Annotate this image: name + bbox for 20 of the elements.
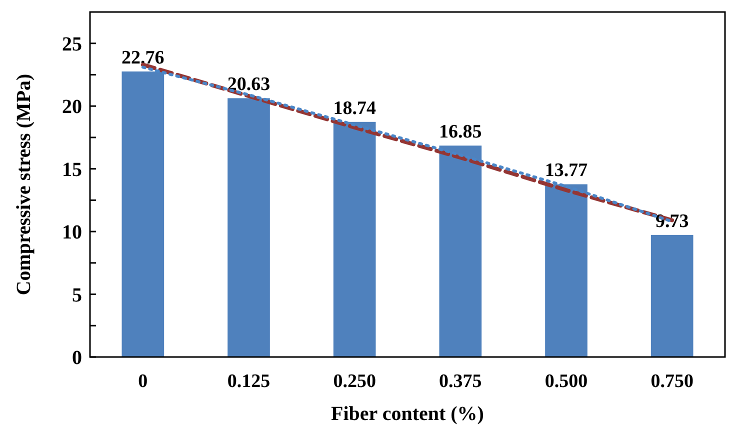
x-tick-label: 0.750 xyxy=(650,371,694,392)
x-tick-label: 0.500 xyxy=(544,371,588,392)
y-tick-label: 20 xyxy=(62,96,82,118)
x-tick-label: 0.375 xyxy=(439,371,482,392)
data-label: 22.76 xyxy=(122,47,164,68)
y-tick-label: 10 xyxy=(62,222,82,244)
y-axis-title: Compressive stress (MPa) xyxy=(13,74,35,296)
x-tick-label: 0 xyxy=(138,371,148,392)
x-axis-title: Fiber content (%) xyxy=(331,403,484,425)
x-tick-label: 0.250 xyxy=(333,371,376,392)
y-tick-label: 25 xyxy=(62,33,82,56)
data-label: 16.85 xyxy=(439,122,482,143)
bar xyxy=(650,234,694,357)
y-tick-label: 15 xyxy=(62,158,82,181)
data-label: 18.74 xyxy=(333,98,376,119)
data-label: 20.63 xyxy=(227,74,270,96)
x-tick-label: 0.125 xyxy=(227,371,270,392)
data-label: 13.77 xyxy=(544,160,588,182)
y-tick-label: 0 xyxy=(72,347,82,369)
y-tick-label: 5 xyxy=(72,284,82,306)
